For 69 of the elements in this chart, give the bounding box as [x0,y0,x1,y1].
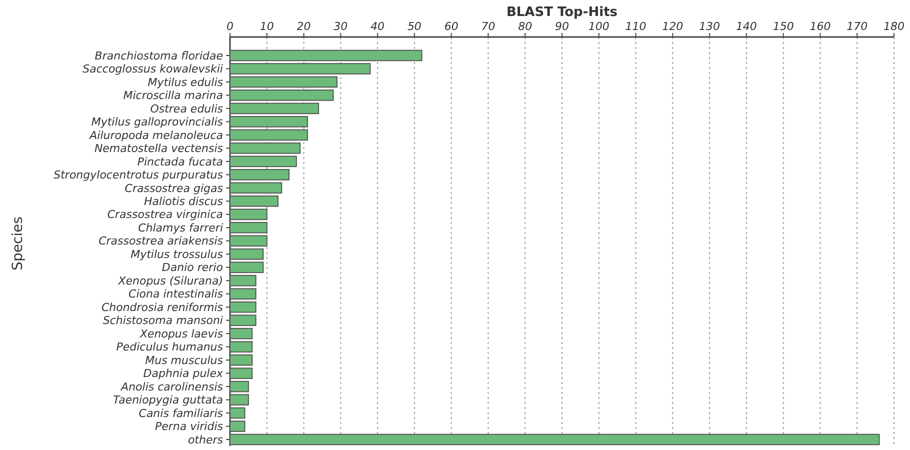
y-tick-label: Daphnia pulex [143,367,224,380]
y-tick-label: Microscilla marina [123,89,224,102]
bar [230,50,422,62]
bar [230,368,253,379]
bar [230,76,338,88]
bar [230,380,249,392]
bar [230,328,253,340]
x-tick-label: 70 [481,20,496,33]
y-tick-label: Ostrea edulis [150,102,224,116]
x-tick-label: 20 [296,20,311,33]
x-tick-label: 50 [407,20,422,33]
bar [230,354,253,366]
y-tick-label: Mus musculus [145,354,224,367]
y-tick-label: Taeniopygia guttata [113,394,224,407]
x-tick-label: 130 [699,20,720,33]
x-tick-label: 110 [625,20,646,33]
x-tick-label: 120 [662,20,684,33]
x-tick-label: 40 [370,20,385,33]
x-tick-label: 10 [260,20,274,33]
bar [230,420,246,432]
bar [230,434,880,446]
y-tick-label: Crassostrea ariakensis [98,234,224,248]
x-tick-label: 90 [555,20,569,33]
y-axis-title: Species [10,216,26,270]
y-tick-label: Mytilus edulis [148,76,224,89]
y-tick-label: Schistosoma mansoni [102,314,223,328]
y-tick-label: Chlamys farreri [138,221,223,234]
bar [230,142,301,154]
y-tick-label: Ciona intestinalis [128,288,224,301]
x-tick-label: 30 [334,20,348,33]
x-tick-label: 150 [772,20,794,33]
x-tick-label: 100 [588,20,610,33]
x-tick-label: 140 [736,20,757,33]
y-tick-label: Haliotis discus [144,195,224,208]
y-tick-label: Nematostella vectensis [94,142,224,156]
x-tick-label: 0 [226,20,234,33]
bar [230,63,371,74]
y-tick-label: Danio rerio [162,261,224,274]
bar [230,341,253,352]
chart-title: BLAST Top-Hits [506,5,618,20]
y-tick-label: Crassostrea gigas [124,182,224,195]
bar [230,156,297,168]
x-tick-label: 60 [444,20,458,33]
y-tick-label: Crassostrea virginica [107,208,224,222]
y-tick-label: Branchiostoma floridae [94,49,224,62]
bar [230,102,320,114]
bar [230,394,249,406]
y-tick-label: Ailuropoda melanoleuca [88,128,224,142]
y-tick-label: Mytilus trossulus [130,248,224,261]
x-tick-label: 180 [884,20,904,33]
y-tick-label: Pediculus humanus [116,340,224,354]
y-tick-label: Xenopus (Silurana) [117,274,223,288]
bar [230,90,334,101]
y-tick-label: Perna viridis [154,420,224,434]
y-tick-label: Anolis carolinensis [120,380,224,394]
y-tick-label: Strongylocentrotus purpuratus [54,168,224,182]
y-tick-label: Saccoglossus kowalevskii [82,62,223,76]
x-tick-label: 160 [810,20,831,33]
y-tick-label: Mytilus galloprovincialis [91,116,224,129]
y-tick-label: Chondrosia reniformis [101,300,224,314]
x-tick-label: 80 [518,20,532,33]
y-tick-label: others [188,433,224,446]
x-tick-label: 170 [846,20,868,33]
y-tick-label: Canis familiaris [138,406,224,420]
bar [230,407,246,419]
y-tick-label: Xenopus laevis [138,327,224,340]
y-tick-label: Pinctada fucata [137,155,224,168]
bar [230,129,308,141]
bar [230,116,308,128]
